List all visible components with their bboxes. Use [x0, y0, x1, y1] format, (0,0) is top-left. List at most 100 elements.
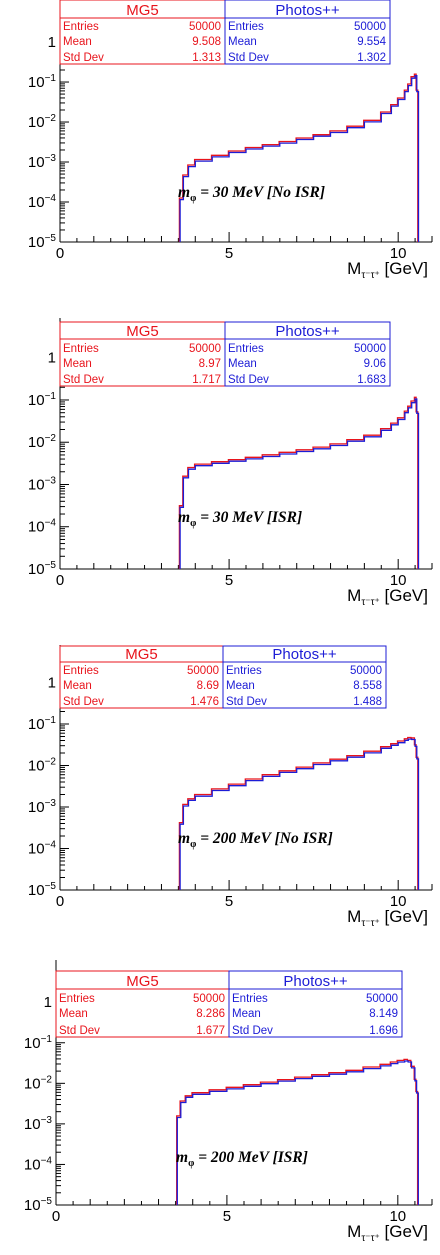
y-tick-base: 10 — [28, 757, 45, 774]
x-axis-label-unit: [GeV] — [380, 907, 428, 926]
stat-label: Std Dev — [228, 374, 269, 386]
y-tick-label: 10−3 — [24, 1115, 53, 1133]
plot-annotation: mφ = 30 MeV [ISR] — [178, 509, 302, 529]
stat-value: 50000 — [350, 665, 382, 677]
y-tick-label: 10−4 — [28, 839, 57, 857]
y-tick-base: 10 — [28, 234, 45, 251]
stat-label: Entries — [59, 993, 95, 1005]
y-tick-label: 10−5 — [28, 881, 57, 899]
x-axis-label-sub: τ⁻τ⁺ — [361, 1233, 379, 1244]
y-tick-base: 10 — [28, 882, 45, 899]
stat-value: 50000 — [366, 993, 398, 1005]
y-tick-exponent: −4 — [45, 518, 57, 529]
stat-label: Mean — [63, 680, 92, 692]
series-mg5-histogram — [179, 74, 417, 242]
series-mg5-histogram — [177, 1059, 418, 1205]
y-tick-exponent: −5 — [45, 233, 57, 244]
y-tick-label: 10−5 — [28, 560, 57, 578]
stat-label: Std Dev — [226, 696, 267, 708]
stat-label: Entries — [232, 993, 268, 1005]
stat-label: Std Dev — [63, 696, 104, 708]
stat-label: Mean — [228, 36, 257, 48]
y-tick-exponent: −2 — [41, 1074, 53, 1085]
stat-value: 1.717 — [192, 374, 221, 386]
x-axis-label: Mτ⁻τ⁺ [GeV] — [347, 907, 428, 929]
y-tick-exponent: −5 — [41, 1196, 53, 1207]
stat-label: Std Dev — [63, 374, 104, 386]
annotation-text: = 200 MeV [ISR] — [194, 1149, 308, 1166]
stat-label: Entries — [228, 343, 264, 355]
y-tick-exponent: −1 — [45, 73, 57, 84]
stats-box-title: Photos++ — [283, 973, 347, 990]
y-tick-exponent: −4 — [41, 1155, 53, 1166]
x-tick-label: 0 — [52, 1208, 60, 1225]
stat-value: 1.488 — [353, 696, 382, 708]
x-axis-label-main: M — [347, 1222, 361, 1241]
y-tick-exponent: −2 — [45, 433, 57, 444]
x-axis-label-unit: [GeV] — [380, 586, 428, 605]
x-axis-label: Mτ⁻τ⁺ [GeV] — [347, 1222, 428, 1244]
stat-label: Mean — [226, 680, 255, 692]
stat-value: 9.06 — [364, 358, 386, 370]
y-tick-label: 10−1 — [28, 391, 57, 409]
x-axis-label-main: M — [347, 259, 361, 278]
stat-value: 1.313 — [192, 52, 221, 64]
plot-annotation: mφ = 200 MeV [No ISR] — [178, 830, 333, 850]
stat-value: 50000 — [354, 343, 386, 355]
y-tick-exponent: −5 — [45, 560, 57, 571]
y-tick-base: 10 — [28, 716, 45, 733]
y-tick-base: 10 — [24, 1156, 41, 1173]
stat-label: Mean — [228, 358, 257, 370]
x-axis-label-main: M — [347, 586, 361, 605]
x-tick-label: 0 — [56, 245, 64, 262]
y-tick-label: 10−2 — [24, 1074, 53, 1092]
series-photos-histogram — [180, 739, 418, 890]
y-tick-label: 1 — [48, 674, 56, 691]
y-tick-label: 10−3 — [28, 475, 57, 493]
y-tick-label: 1 — [48, 350, 56, 367]
y-tick-label: 10−3 — [28, 153, 57, 171]
y-tick-label: 10−4 — [28, 518, 57, 536]
y-tick-label: 10−4 — [24, 1155, 53, 1173]
y-tick-base: 10 — [28, 114, 45, 131]
stats-box-photos: Photos++Entries 50000Mean 8.558Std Dev 1.48… — [223, 646, 386, 708]
y-tick-base: 10 — [28, 476, 45, 493]
stat-value: 50000 — [354, 21, 386, 33]
y-tick-exponent: −4 — [45, 193, 57, 204]
y-tick-label: 10−1 — [28, 715, 57, 733]
y-tick-base: 10 — [28, 74, 45, 91]
stats-box-mg5: MG5Entries 50000Mean 9.508Std Dev 1.313 — [60, 0, 225, 64]
y-tick-base: 10 — [24, 1116, 41, 1133]
stats-box-title: MG5 — [126, 2, 159, 19]
y-tick-label: 10−2 — [28, 113, 57, 131]
y-tick-base: 10 — [24, 1035, 41, 1052]
y-tick-label: 10−5 — [24, 1196, 53, 1214]
stat-label: Entries — [63, 21, 99, 33]
stat-value: 1.683 — [357, 374, 386, 386]
y-tick-label: 10−2 — [28, 756, 57, 774]
stats-box-title: Photos++ — [275, 323, 339, 340]
y-tick-exponent: −2 — [45, 756, 57, 767]
stat-value: 1.302 — [357, 52, 386, 64]
stat-value: 8.97 — [199, 358, 221, 370]
stat-label: Std Dev — [59, 1025, 100, 1037]
y-tick-label: 1 — [44, 994, 52, 1011]
y-tick-base: 10 — [28, 434, 45, 451]
annotation-symbol: m — [176, 1149, 188, 1166]
stats-box-photos: Photos++ Entries 50000 Mean 9.06 Std Dev 1.683 — [225, 322, 390, 386]
stats-box-photos: Photos++ Entries 50000 Mean 8.149 Std Dev 1.69… — [229, 971, 402, 1037]
y-tick-base: 1 — [48, 34, 56, 51]
stats-box-title: MG5 — [126, 323, 159, 340]
y-tick-base: 10 — [28, 392, 45, 409]
series-photos-histogram — [177, 1061, 418, 1205]
y-tick-base: 1 — [48, 674, 56, 691]
stats-box-title: MG5 — [125, 646, 158, 663]
x-tick-label: 0 — [56, 893, 64, 910]
series-photos-histogram — [180, 399, 418, 569]
y-tick-base: 1 — [48, 350, 56, 367]
x-axis-label-sub: τ⁻τ⁺ — [361, 918, 379, 929]
plot-annotation: mφ = 200 MeV [ISR] — [176, 1149, 308, 1169]
y-tick-base: 10 — [28, 154, 45, 171]
series-mg5-histogram — [179, 397, 417, 569]
